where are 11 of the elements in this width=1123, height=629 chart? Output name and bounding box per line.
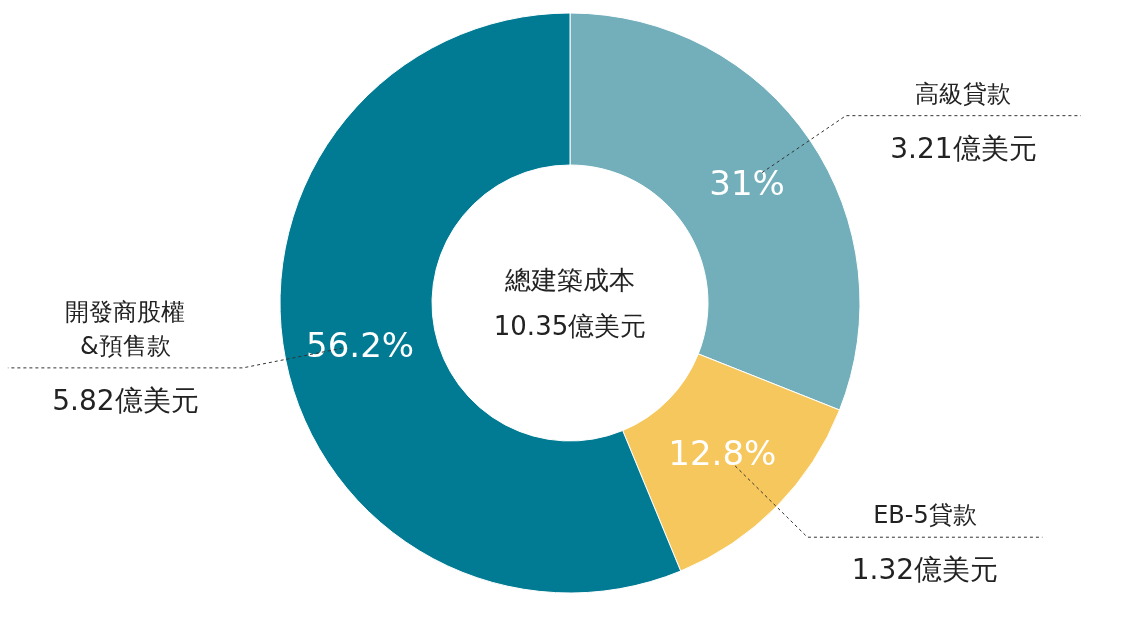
text: 10.35億美元: [493, 311, 647, 341]
text: 總建築成本: [504, 265, 635, 295]
slice-label: 開發商股權 &預售款: [65, 297, 186, 360]
slice-label: EB-5貸款: [873, 501, 977, 530]
data-label: 3.21億美元: [890, 131, 1037, 165]
data-label: 1.32億美元: [851, 553, 999, 587]
text: 56.2%: [306, 324, 415, 365]
slice-label: 高級貸款: [915, 79, 1012, 108]
text: 12.8%: [668, 433, 777, 474]
text: 31%: [709, 162, 785, 203]
data-label: 5.82億美元: [52, 383, 199, 417]
